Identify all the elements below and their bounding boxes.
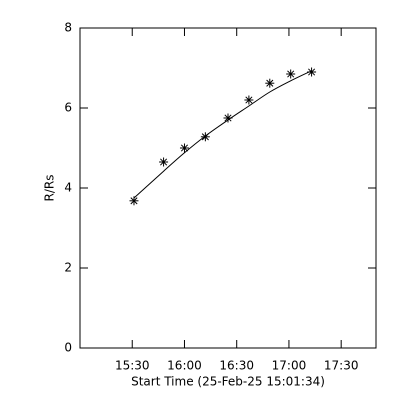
marker-stroke bbox=[160, 158, 168, 166]
y-tick-label: 6 bbox=[64, 101, 72, 115]
x-tick-label: 15:30 bbox=[115, 359, 150, 373]
marker-stroke bbox=[287, 70, 295, 78]
x-tick-label: 16:00 bbox=[167, 359, 202, 373]
data-point bbox=[286, 69, 296, 79]
marker-stroke bbox=[224, 114, 232, 122]
data-point bbox=[159, 157, 169, 167]
x-tick-label: 17:30 bbox=[324, 359, 359, 373]
y-tick-label: 2 bbox=[64, 261, 72, 275]
plot-frame bbox=[79, 27, 377, 349]
marker-stroke bbox=[245, 96, 253, 104]
x-axis-label: Start Time (25-Feb-25 15:01:34) bbox=[131, 375, 325, 389]
data-point bbox=[179, 143, 189, 153]
data-point bbox=[265, 78, 275, 88]
y-tick-label: 8 bbox=[64, 21, 72, 35]
marker-stroke bbox=[130, 197, 138, 205]
fit-line bbox=[133, 70, 312, 199]
marker-stroke bbox=[180, 144, 189, 152]
x-tick-label: 17:00 bbox=[272, 359, 307, 373]
marker-stroke bbox=[266, 79, 274, 87]
y-tick-label: 4 bbox=[64, 181, 72, 195]
marker-stroke bbox=[308, 68, 316, 76]
y-tick-label: 0 bbox=[64, 341, 72, 355]
data-point bbox=[223, 113, 233, 123]
x-tick-label: 16:30 bbox=[219, 359, 254, 373]
data-point bbox=[244, 95, 254, 105]
y-axis-label: R/Rs bbox=[43, 175, 57, 202]
